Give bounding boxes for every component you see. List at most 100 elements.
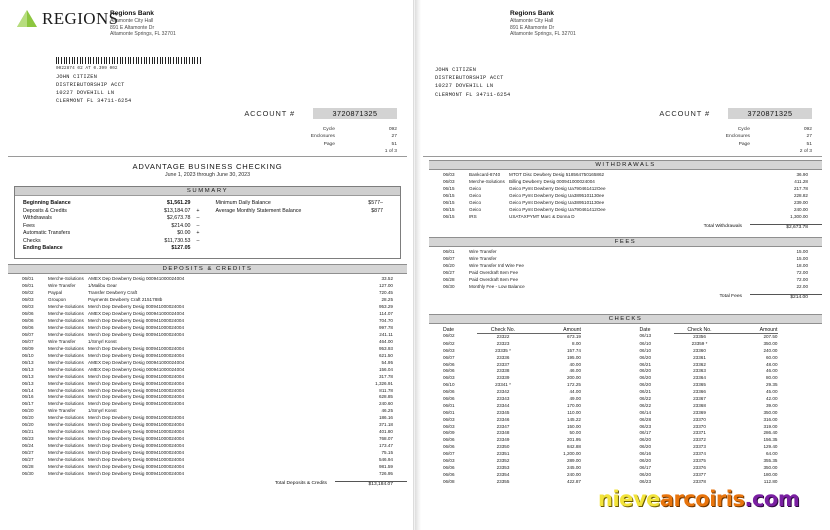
check-row: 06/23 23370 319.00: [626, 424, 823, 431]
check-date: 06/03: [443, 347, 455, 353]
check-row: 06/10 23360 240.00: [626, 348, 823, 355]
transaction-amount: 546.94: [378, 457, 393, 463]
transaction-row: 06/13 Merche-Solutions AMEX Dep Dewberry D…: [8, 367, 407, 374]
transaction-row: 06/07 Wire Transfer 15.00: [429, 256, 822, 263]
statement-meta-page1: Cycle Enclosures Page 092 27 51 1 of 3: [311, 126, 397, 155]
transaction-description: AMEX Dep Dewberry Desig 000941000024004: [88, 310, 185, 316]
meta-label-page-page2: Page: [738, 141, 750, 147]
check-number: 23353: [496, 464, 510, 470]
check-row: 06/06 23349 201.95: [429, 437, 626, 444]
check-date: 06/06: [443, 361, 455, 367]
transaction-payee: Merche-Solutions: [48, 373, 84, 379]
bank-address-line-1: Altamonte City Hall: [110, 18, 154, 25]
check-row: 06/10 23341 * 172.25: [429, 382, 626, 389]
check-date: 06/06: [443, 437, 455, 443]
check-row: 06/06 23353 245.00: [429, 465, 626, 472]
check-amount: 170.00: [566, 402, 581, 408]
transaction-date: 06/01: [443, 249, 455, 254]
transaction-amount: 15.00: [796, 255, 809, 261]
check-row: 06/22 23367 42.00: [626, 396, 823, 403]
check-amount: 842.88: [566, 444, 581, 450]
account-number-label-page2: ACCOUNT #: [659, 109, 710, 118]
transaction-payee: Merche-Solutions: [48, 394, 84, 400]
check-number: 23374: [693, 451, 706, 457]
transaction-amount: 411.28: [794, 178, 808, 184]
check-number: 23352: [496, 458, 510, 464]
transaction-amount: 15.00: [796, 249, 809, 254]
transaction-amount: 173.47: [378, 443, 393, 449]
check-amount: 180.00: [763, 471, 778, 477]
customer-line-4: CLERMONT FL 34711-6254: [56, 98, 132, 105]
check-row: 06/06 23342 44.00: [429, 389, 626, 396]
transaction-amount: 28.25: [381, 296, 394, 302]
check-amount: 110.00: [567, 409, 581, 415]
watermark-part-2: arcoiris: [659, 487, 745, 511]
check-date: 06/22: [639, 396, 652, 402]
transaction-payee: Merche-Solutions: [48, 359, 84, 365]
transaction-payee: Merche-Solutions: [48, 317, 84, 323]
deposits-table: 06/01 Merche-Solutions AMEX Dep Dewberry D…: [8, 274, 407, 478]
transaction-date: 06/07: [443, 255, 455, 261]
transaction-payee: Merche-Solutions: [48, 387, 84, 393]
transaction-row: 06/06 Merche-Solutions AMEX Dep Dewberry D…: [8, 311, 407, 318]
transaction-date: 06/20: [22, 415, 34, 421]
summary-line-label: Withdrawals: [23, 215, 52, 222]
check-amount: 49.00: [569, 396, 582, 402]
meta-value-cycle-page2: 27: [806, 134, 812, 140]
transaction-row: 06/03 Groupon Payments Dewberry Craft 2151…: [8, 297, 407, 304]
transaction-row: 06/01 Merche-Solutions AMEX Dep Dewberry D…: [8, 276, 407, 283]
transaction-description: Merch Dep Dewberry Desig 000941000024004: [88, 429, 185, 435]
transaction-date: 06/01: [22, 276, 34, 281]
check-row: 06/14 23369 350.00: [626, 410, 823, 417]
check-amount: 50.00: [569, 430, 582, 436]
customer-line-4-page2: CLERMONT FL 34711-6254: [435, 91, 511, 98]
transaction-row: 06/20 Merche-Solutions Merch Dep Dewberry …: [8, 415, 407, 422]
transaction-description: Merch Dep Dewberry Desig 000941000024004: [88, 464, 185, 470]
check-amount: 673.19: [529, 333, 581, 341]
summary-line-sign: –: [196, 215, 200, 222]
customer-name: JOHN CITIZEN: [56, 73, 98, 80]
check-date: 06/06: [443, 444, 455, 450]
summary-line: Ending Balance $127.05: [23, 245, 200, 253]
check-row: 06/06 23354 240.00: [429, 472, 626, 479]
transaction-description: Monthly Fee - Low Balance: [469, 283, 525, 289]
bank-address-line-3: Altamonte Springs, FL 32701: [110, 31, 176, 38]
summary-line-label: Automatic Transfers: [23, 230, 71, 237]
check-row: 06/06 23337 40.00: [429, 362, 626, 369]
check-date: 06/20: [639, 458, 652, 464]
transaction-date: 06/02: [22, 289, 34, 295]
check-amount: 201.95: [566, 437, 581, 443]
transaction-row: 06/07 Wire Transfer 1/Smyrl Konst 464.00: [8, 339, 407, 346]
transaction-date: 06/30: [22, 471, 34, 477]
transaction-amount: 240.00: [793, 206, 808, 212]
transaction-row: 06/14 Merche-Solutions Merch Dep Dewberry …: [8, 388, 407, 395]
check-row: 06/07 23336 195.00: [429, 355, 626, 362]
summary-line-amount: $1,561.29: [166, 200, 191, 206]
transaction-payee: Merche-Solutions: [48, 457, 84, 463]
check-date: 06/02: [443, 333, 455, 338]
transaction-description: Merch Dep Dewberry Desig 000941000024004: [88, 436, 185, 442]
check-date: 06/06: [443, 389, 455, 395]
check-amount: 245.00: [566, 464, 581, 470]
transaction-description: AMEX Dep Dewberry Desig 000941000024004: [88, 276, 185, 281]
customer-line-3: 10227 DOVEHILL LN: [56, 90, 115, 97]
check-amount: 355.35: [763, 458, 778, 464]
statement-page-2: Regions Bank Altamonte City Hall 891 E A…: [415, 0, 830, 530]
deposits-total-row: Total Deposits & Credits $13,184.07: [8, 481, 407, 487]
transaction-amount: 371.18: [378, 422, 393, 428]
header-divider-page1: [8, 156, 407, 157]
transaction-payee: Merche-Solutions: [48, 422, 84, 428]
transaction-description: Merch Dep Dewberry Desig 000941000024004: [88, 352, 185, 358]
transaction-date: 06/28: [443, 276, 455, 282]
check-number: 23346: [496, 416, 510, 422]
check-row: 06/03 23339 200.00: [429, 375, 626, 382]
withdrawals-total-amount: $2,673.78: [750, 223, 822, 230]
check-amount: 46.00: [766, 368, 778, 374]
transaction-amount: 720.45: [378, 289, 393, 295]
transaction-row: 06/28 Merche-Solutions Merch Dep Dewberry …: [8, 464, 407, 471]
transaction-date: 06/23: [22, 436, 34, 442]
meta-value-cycle: 27: [391, 134, 397, 140]
transaction-description: Paid Overdraft Item Fee: [469, 269, 519, 275]
checks-column-headers: Date Check No. Amount Date Check No. Amo…: [429, 324, 822, 333]
transaction-amount: 621.50: [378, 352, 393, 358]
